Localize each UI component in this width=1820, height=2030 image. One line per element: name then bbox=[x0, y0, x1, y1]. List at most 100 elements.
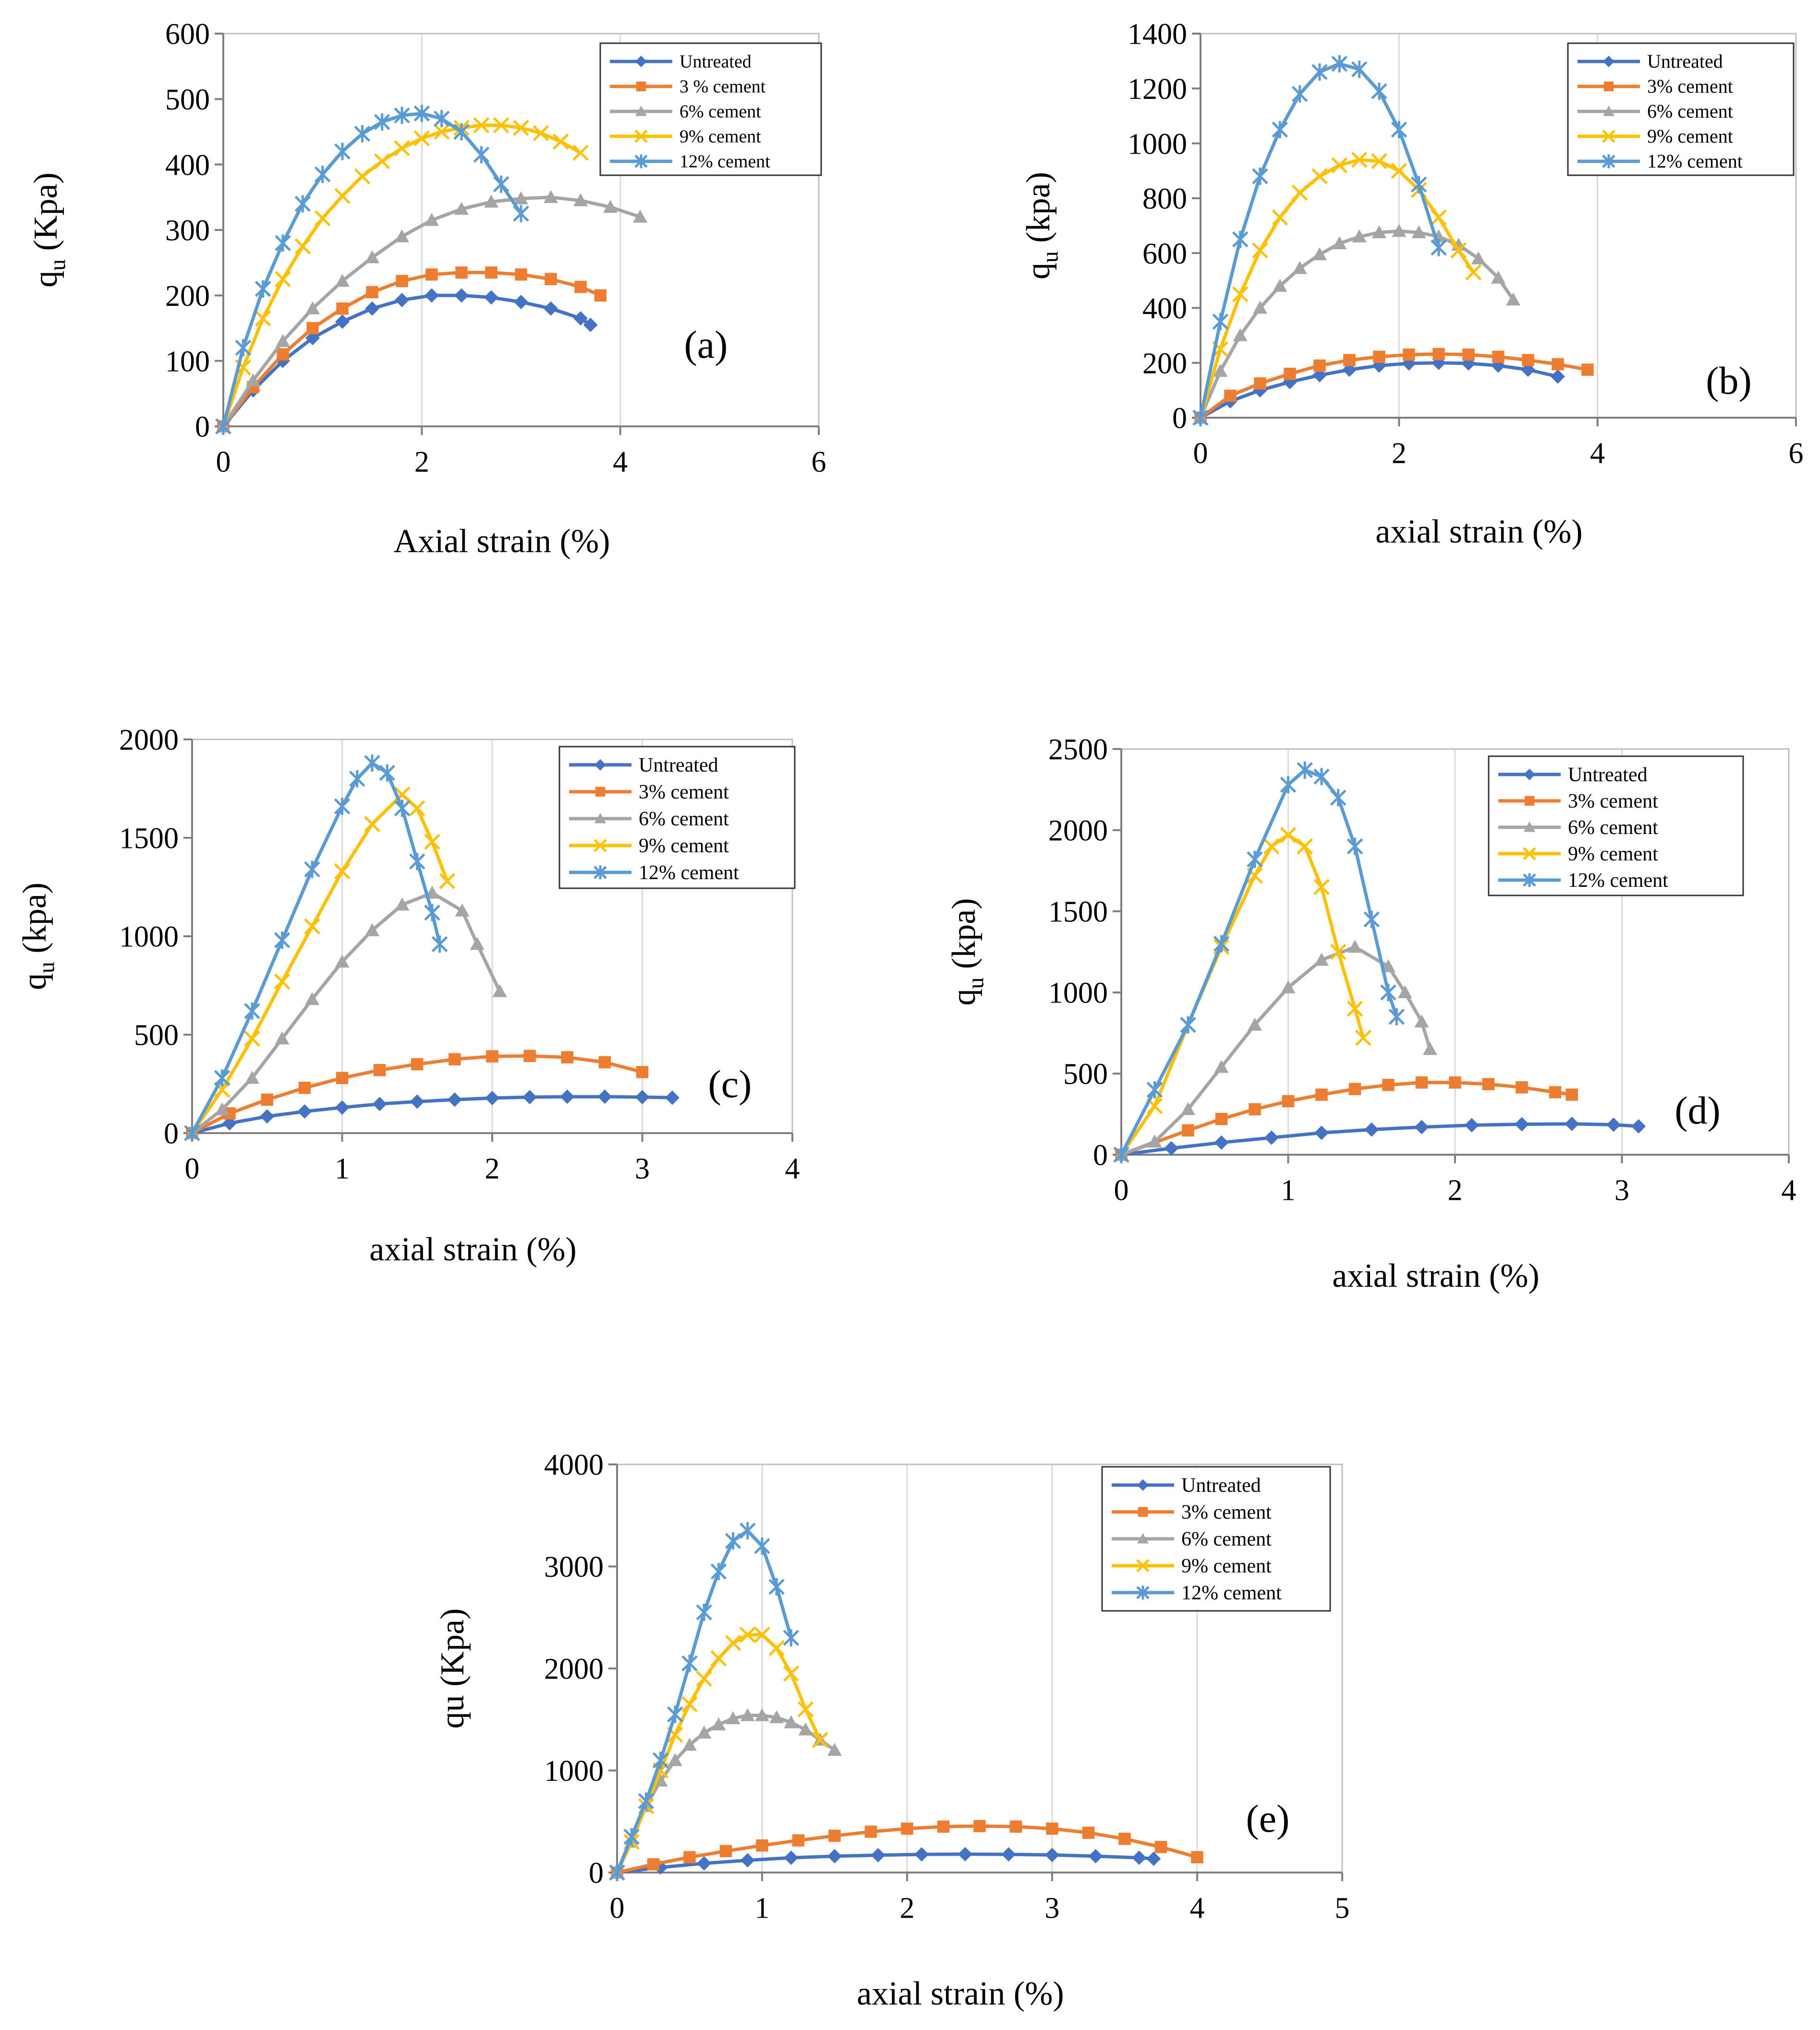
data-point bbox=[1215, 1112, 1228, 1125]
series-line bbox=[617, 1852, 1154, 1874]
data-point bbox=[255, 280, 271, 298]
legend-item: 12% cement bbox=[610, 152, 770, 172]
data-point bbox=[1136, 1585, 1150, 1600]
legend-label: 12% cement bbox=[1568, 870, 1668, 892]
data-point bbox=[335, 955, 350, 968]
data-point bbox=[1331, 55, 1348, 72]
y-label-unit: (kpa) bbox=[946, 898, 983, 978]
chart-panel-e: 0 1000 2000 3000 4000 0 1 2 3 4 5 axial strain (%) q… bbox=[434, 1449, 1350, 2012]
data-point bbox=[1284, 367, 1296, 380]
data-point bbox=[1280, 827, 1297, 843]
data-point bbox=[335, 1100, 350, 1115]
data-point bbox=[334, 863, 351, 880]
x-tick-label: 3 bbox=[1614, 1174, 1629, 1207]
data-point bbox=[364, 754, 380, 772]
panel-label: (e) bbox=[1246, 1797, 1289, 1840]
data-point bbox=[1371, 153, 1387, 169]
legend-item: 12% cement bbox=[1498, 870, 1668, 892]
x-tick-label: 2 bbox=[1392, 437, 1407, 470]
data-point bbox=[493, 117, 510, 133]
data-point bbox=[783, 1629, 800, 1647]
data-point bbox=[1001, 1847, 1016, 1862]
legend: Untreated 3% cement 6% cement 9% cement 12% … bbox=[1488, 755, 1744, 896]
panel-label: (c) bbox=[708, 1062, 752, 1106]
x-axis-label: Axial strain (%) bbox=[394, 523, 610, 560]
data-point bbox=[871, 1848, 886, 1862]
data-point bbox=[305, 301, 320, 314]
legend-label: 6% cement bbox=[1647, 100, 1733, 122]
data-point bbox=[1549, 1086, 1562, 1099]
data-point bbox=[455, 266, 468, 279]
data-point bbox=[1282, 1095, 1295, 1108]
data-point bbox=[261, 1093, 273, 1106]
data-point bbox=[635, 1089, 650, 1104]
data-point bbox=[523, 1050, 536, 1063]
data-point bbox=[413, 105, 430, 122]
data-point bbox=[485, 266, 497, 279]
data-point bbox=[1281, 980, 1296, 993]
data-point bbox=[725, 1635, 741, 1651]
data-point bbox=[364, 816, 380, 833]
data-point bbox=[374, 153, 390, 169]
data-point bbox=[1465, 264, 1482, 280]
x-tick-label: 3 bbox=[635, 1152, 650, 1185]
data-point bbox=[1136, 1559, 1150, 1572]
legend: Untreated 3% cement 6% cement 9% cement 12% … bbox=[1567, 42, 1795, 176]
data-point bbox=[1602, 130, 1615, 143]
x-tick-label: 0 bbox=[1193, 437, 1208, 470]
data-point bbox=[697, 1725, 712, 1739]
y-tick-label: 200 bbox=[1142, 347, 1187, 380]
legend-label: 12% cement bbox=[1181, 1582, 1282, 1604]
y-tick-label: 4000 bbox=[544, 1449, 604, 1482]
data-point bbox=[754, 1627, 770, 1643]
legend-item: 6% cement bbox=[1498, 817, 1658, 839]
data-point bbox=[486, 1050, 498, 1063]
data-point bbox=[652, 1752, 669, 1769]
data-point bbox=[594, 839, 607, 852]
data-point bbox=[1363, 910, 1380, 928]
data-point bbox=[454, 202, 469, 215]
data-point bbox=[314, 210, 331, 227]
legend-label: 6% cement bbox=[1181, 1528, 1272, 1550]
data-point bbox=[1565, 1116, 1579, 1131]
data-point bbox=[647, 1858, 660, 1871]
y-axis-label: qu (kpa) bbox=[16, 882, 60, 990]
data-point bbox=[595, 759, 606, 771]
data-point bbox=[1191, 1851, 1203, 1863]
data-point bbox=[1254, 377, 1266, 390]
data-point bbox=[294, 195, 311, 213]
data-point bbox=[1263, 838, 1280, 855]
data-point bbox=[1046, 1822, 1058, 1835]
data-point bbox=[710, 1650, 727, 1667]
legend-box bbox=[1567, 42, 1795, 176]
data-point bbox=[1431, 239, 1447, 256]
data-point bbox=[1264, 1130, 1279, 1145]
data-point bbox=[304, 860, 320, 878]
y-label-subscript: u bbox=[1038, 251, 1063, 263]
data-point bbox=[1137, 1533, 1149, 1544]
data-point bbox=[1154, 1841, 1167, 1853]
data-point bbox=[1364, 1122, 1379, 1137]
data-point bbox=[636, 1066, 649, 1078]
y-tick-label: 2500 bbox=[1048, 734, 1108, 766]
data-point bbox=[334, 798, 351, 815]
data-point bbox=[710, 1563, 727, 1581]
legend-label: 9% cement bbox=[1568, 843, 1658, 865]
series-c12 bbox=[609, 1522, 800, 1881]
data-point bbox=[1088, 1849, 1103, 1863]
y-label-unit: (kpa) bbox=[16, 882, 53, 962]
data-point bbox=[1347, 940, 1362, 953]
legend-label: 3% cement bbox=[1181, 1501, 1272, 1523]
data-point bbox=[635, 56, 647, 67]
data-point bbox=[305, 330, 320, 345]
data-point bbox=[638, 1792, 655, 1810]
legend-item: Untreated bbox=[569, 754, 718, 776]
data-point bbox=[756, 1839, 768, 1852]
data-point bbox=[1352, 229, 1367, 242]
data-point bbox=[409, 853, 425, 870]
data-point bbox=[425, 288, 439, 303]
data-point bbox=[1491, 270, 1505, 284]
data-point bbox=[683, 1851, 696, 1863]
data-point bbox=[1606, 1117, 1621, 1132]
